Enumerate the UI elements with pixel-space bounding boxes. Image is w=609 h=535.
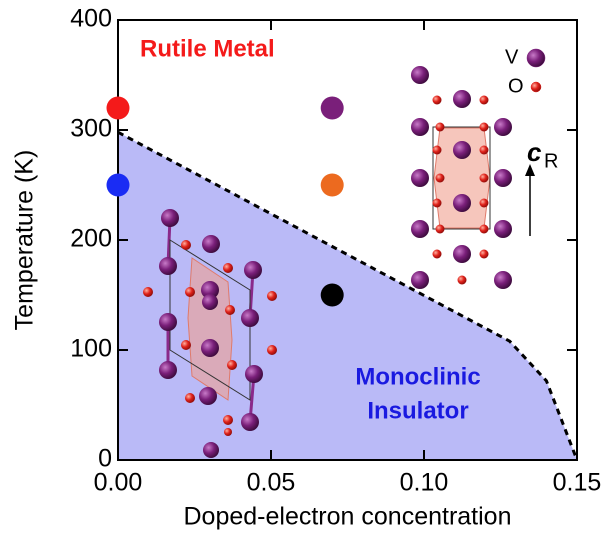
region-layer xyxy=(118,132,577,460)
y-tick-label: 100 xyxy=(70,335,112,363)
y-tick-label: 400 xyxy=(70,5,112,33)
insulator-region xyxy=(118,132,577,460)
legend-swatch xyxy=(526,48,546,68)
legend-swatch xyxy=(530,81,542,93)
data-point xyxy=(106,96,130,120)
mark-layer: 0 100 200 300 400 0.00 0.05 0.10 0.15 Doped-elect… xyxy=(11,5,602,531)
phase-boundary xyxy=(117,130,579,461)
x-tick-label: 0.05 xyxy=(247,469,296,497)
data-point xyxy=(320,173,344,197)
legend-label: V xyxy=(505,46,519,68)
y-axis-title: Temperature (K) xyxy=(11,150,39,331)
region-label: Monoclinic xyxy=(355,363,480,390)
y-tick-label: 300 xyxy=(70,115,112,143)
x-axis-title: Doped-electron concentration xyxy=(184,503,512,531)
data-point xyxy=(106,173,130,197)
x-tick-label: 0.10 xyxy=(400,469,449,497)
crystal-monoclinic xyxy=(143,209,277,458)
data-point xyxy=(320,96,344,120)
y-tick-label: 200 xyxy=(70,225,112,253)
axis-arrow-subscript: R xyxy=(544,150,558,172)
axis-arrow-label: c xyxy=(527,137,542,167)
x-tick-label: 0.15 xyxy=(553,469,602,497)
data-point xyxy=(320,283,344,307)
x-tick-label: 0.00 xyxy=(94,469,143,497)
region-label: Rutile Metal xyxy=(140,35,275,62)
y-tick-label: 0 xyxy=(98,445,112,473)
region-label: Insulator xyxy=(367,397,468,424)
legend-label: O xyxy=(508,75,524,97)
crystal-rutile xyxy=(411,66,535,289)
